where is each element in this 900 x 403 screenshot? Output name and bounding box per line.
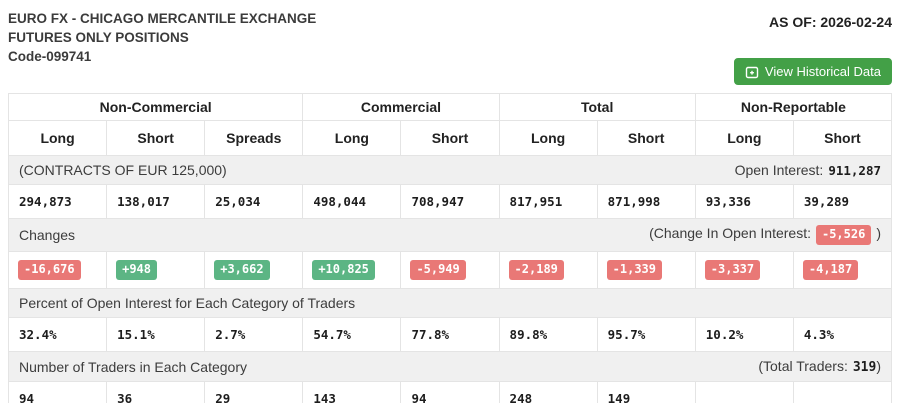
change-in-open-interest: (Change In Open Interest: -5,526) xyxy=(649,225,881,245)
col-header: Short xyxy=(106,120,206,156)
change-cell: -5,949 xyxy=(400,251,500,289)
change-badge: +10,825 xyxy=(312,260,375,280)
traders-cell: 143 xyxy=(302,381,402,403)
change-oi-value-badge: -5,526 xyxy=(815,225,872,245)
open-interest-label: Open Interest: xyxy=(734,162,824,178)
percent-cell: 2.7% xyxy=(204,317,304,352)
traders-cell: 149 xyxy=(596,381,696,403)
position-cell: 498,044 xyxy=(302,184,402,219)
percent-cell: 89.8% xyxy=(498,317,598,352)
position-cell: 817,951 xyxy=(498,184,598,219)
change-badge: +948 xyxy=(116,260,158,280)
percent-cell: 10.2% xyxy=(694,317,794,352)
traders-cell xyxy=(792,381,893,403)
change-cell: -16,676 xyxy=(7,251,108,289)
traders-cell: 94 xyxy=(7,381,108,403)
as-of-date: AS OF: 2026-02-24 xyxy=(769,14,892,30)
topbar: EURO FX - CHICAGO MERCANTILE EXCHANGE FU… xyxy=(0,0,900,91)
change-badge: -1,339 xyxy=(606,260,663,280)
percent-cell: 32.4% xyxy=(7,317,108,352)
view-historical-data-button[interactable]: View Historical Data xyxy=(733,58,892,85)
col-header: Short xyxy=(596,120,696,156)
column-header-row: Long Short Spreads Long Short Long Short… xyxy=(7,120,893,156)
change-badge: -4,187 xyxy=(802,260,859,280)
percent-label: Percent of Open Interest for Each Catego… xyxy=(19,295,356,311)
group-total: Total xyxy=(498,93,696,121)
percents-row: 32.4% 15.1% 2.7% 54.7% 77.8% 89.8% 95.7%… xyxy=(7,317,893,352)
change-cell: -1,339 xyxy=(596,251,696,289)
calendar-plus-icon xyxy=(745,65,759,79)
position-cell: 39,289 xyxy=(792,184,893,219)
percent-cell: 15.1% xyxy=(106,317,206,352)
col-header: Short xyxy=(792,120,893,156)
change-oi-prefix: (Change In Open Interest: xyxy=(649,225,811,241)
col-header: Long xyxy=(302,120,402,156)
report-titles: EURO FX - CHICAGO MERCANTILE EXCHANGE FU… xyxy=(8,9,316,66)
contracts-label: (CONTRACTS OF EUR 125,000) xyxy=(19,162,227,178)
traders-band-row: Number of Traders in Each Category (Tota… xyxy=(8,351,892,382)
position-cell: 294,873 xyxy=(7,184,108,219)
change-cell: +10,825 xyxy=(302,251,402,289)
col-header: Long xyxy=(498,120,598,156)
position-cell: 25,034 xyxy=(204,184,304,219)
traders-row: 94 36 29 143 94 248 149 xyxy=(7,381,893,403)
cot-table: Non-Commercial Commercial Total Non-Repo… xyxy=(7,93,893,403)
change-cell: +948 xyxy=(106,251,206,289)
group-header-row: Non-Commercial Commercial Total Non-Repo… xyxy=(7,93,893,121)
percent-cell: 4.3% xyxy=(792,317,893,352)
open-interest-value: 911,287 xyxy=(828,163,881,178)
total-traders-prefix: (Total Traders: xyxy=(758,358,848,374)
traders-cell: 94 xyxy=(400,381,500,403)
change-cell: +3,662 xyxy=(204,251,304,289)
position-cell: 138,017 xyxy=(106,184,206,219)
report-subtitle: FUTURES ONLY POSITIONS xyxy=(8,30,189,45)
change-badge: -2,189 xyxy=(508,260,564,280)
position-cell: 93,336 xyxy=(694,184,794,219)
change-badge: -16,676 xyxy=(18,260,81,280)
col-header: Long xyxy=(694,120,794,156)
change-cell: -2,189 xyxy=(498,251,598,289)
change-cell: -3,337 xyxy=(694,251,794,289)
percent-cell: 95.7% xyxy=(596,317,696,352)
positions-row: 294,873 138,017 25,034 498,044 708,947 8… xyxy=(7,184,893,219)
percent-cell: 77.8% xyxy=(400,317,500,352)
change-badge: -5,949 xyxy=(410,260,466,280)
total-traders-suffix: ) xyxy=(876,358,881,374)
open-interest: Open Interest: 911,287 xyxy=(735,162,881,178)
col-header: Long xyxy=(7,120,108,156)
contracts-band-row: (CONTRACTS OF EUR 125,000) Open Interest… xyxy=(8,155,892,185)
changes-label: Changes xyxy=(19,227,76,243)
change-badge: +3,662 xyxy=(214,260,270,280)
topbar-right: AS OF: 2026-02-24 View Historical Data xyxy=(733,9,892,85)
change-cell: -4,187 xyxy=(792,251,893,289)
changes-band-row: Changes (Change In Open Interest: -5,526) xyxy=(8,218,892,252)
col-header: Short xyxy=(400,120,500,156)
traders-cell: 29 xyxy=(204,381,304,403)
group-non-reportable: Non-Reportable xyxy=(694,93,893,121)
changes-row: -16,676 +948 +3,662 +10,825 -5,949 -2,18… xyxy=(7,251,893,289)
col-header: Spreads xyxy=(204,120,304,156)
report-code: Code-099741 xyxy=(8,49,92,64)
total-traders: (Total Traders: 319) xyxy=(758,358,881,375)
traders-cell: 36 xyxy=(106,381,206,403)
position-cell: 871,998 xyxy=(596,184,696,219)
percent-band-row: Percent of Open Interest for Each Catego… xyxy=(8,288,892,318)
group-commercial: Commercial xyxy=(302,93,500,121)
change-badge: -3,337 xyxy=(704,260,761,280)
view-historical-data-label: View Historical Data xyxy=(764,64,881,79)
traders-label: Number of Traders in Each Category xyxy=(19,358,247,375)
total-traders-value: 319 xyxy=(852,360,877,375)
position-cell: 708,947 xyxy=(400,184,500,219)
group-non-commercial: Non-Commercial xyxy=(7,93,304,121)
percent-cell: 54.7% xyxy=(302,317,402,352)
change-oi-suffix: ) xyxy=(876,225,881,241)
traders-cell xyxy=(694,381,794,403)
report-title: EURO FX - CHICAGO MERCANTILE EXCHANGE xyxy=(8,11,317,26)
traders-cell: 248 xyxy=(498,381,598,403)
